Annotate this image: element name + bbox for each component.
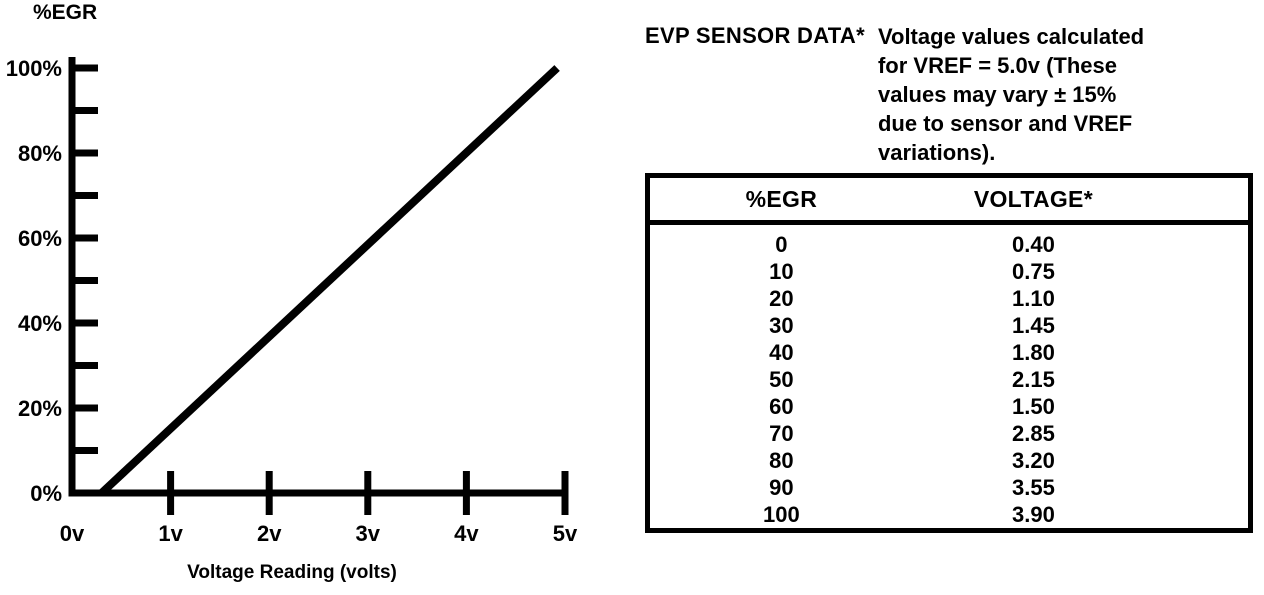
- table-row: 40 1.80: [648, 339, 1251, 366]
- note-line: due to sensor and VREF: [877, 111, 1133, 136]
- cell-spacer: [1154, 366, 1251, 393]
- table-row: 90 3.55: [648, 474, 1251, 501]
- table-header-spacer: [1154, 175, 1251, 225]
- cell-voltage: 0.75: [1011, 259, 1055, 284]
- egr-voltage-chart: 0% 20% 40% 60% 80% 100% 0v 1v 2v 3v 4v 5v %EGR Voltag…: [6, 1, 578, 583]
- cell-egr: 50: [769, 367, 794, 392]
- table-row: 100 3.90: [648, 501, 1251, 531]
- cell-egr: 0: [775, 232, 788, 257]
- evp-sensor-data-label: EVP SENSOR DATA*: [645, 23, 865, 48]
- cell-egr: 70: [769, 421, 794, 446]
- cell-egr: 40: [769, 340, 794, 365]
- cell-spacer: [1154, 339, 1251, 366]
- table-header-voltage: VOLTAGE*: [912, 175, 1154, 225]
- x-tick-label: 4v: [454, 521, 479, 546]
- table-header-egr: %EGR: [647, 175, 913, 225]
- cell-voltage: 0.40: [1011, 232, 1055, 257]
- cell-voltage: 2.85: [1011, 421, 1055, 446]
- cell-egr: 80: [769, 448, 794, 473]
- cell-voltage: 2.15: [1011, 367, 1055, 392]
- cell-voltage: 1.80: [1011, 340, 1055, 365]
- table-row: 0 0.40: [648, 223, 1251, 259]
- table-header-row: %EGR VOLTAGE*: [647, 175, 1251, 225]
- x-tick-label: 5v: [553, 521, 578, 546]
- table-row: 70 2.85: [648, 420, 1251, 447]
- egr-line-series: [98, 65, 560, 496]
- cell-spacer: [1154, 447, 1251, 474]
- cell-spacer: [1154, 258, 1251, 285]
- note-line: values may vary ± 15%: [877, 82, 1117, 107]
- cell-egr: 30: [769, 313, 794, 338]
- note-line: Voltage values calculated: [877, 24, 1145, 49]
- cell-egr: 90: [769, 475, 794, 500]
- cell-voltage: 3.90: [1011, 502, 1055, 527]
- cell-spacer: [1154, 393, 1251, 420]
- cell-spacer: [1154, 420, 1251, 447]
- y-tick-label: 0%: [30, 481, 62, 506]
- note-line: for VREF = 5.0v (These: [877, 53, 1117, 78]
- x-tick-label: 0v: [60, 521, 85, 546]
- evp-sensor-data-table: %EGR VOLTAGE* 0 0.40 10 0.75 20 1.10 30 1.45 40 1…: [645, 173, 1253, 533]
- egr-voltage-chart-panel: 0% 20% 40% 60% 80% 100% 0v 1v 2v 3v 4v 5v %EGR Voltag…: [0, 0, 632, 590]
- cell-egr: 10: [769, 259, 794, 284]
- x-tick-label: 2v: [257, 521, 282, 546]
- y-axis-title: %EGR: [33, 1, 97, 24]
- table-row: 80 3.20: [648, 447, 1251, 474]
- evp-sensor-data-note: EVP SENSOR DATA* Voltage values calculat…: [645, 22, 1259, 167]
- y-tick-label: 20%: [18, 396, 62, 421]
- table-row: 50 2.15: [648, 366, 1251, 393]
- note-line: variations).: [877, 140, 996, 165]
- table-row: 10 0.75: [648, 258, 1251, 285]
- cell-voltage: 1.50: [1011, 394, 1055, 419]
- cell-spacer: [1154, 501, 1251, 531]
- cell-voltage: 3.20: [1011, 448, 1055, 473]
- y-tick-label: 60%: [18, 226, 62, 251]
- x-axis-title: Voltage Reading (volts): [187, 562, 397, 583]
- cell-voltage: 1.45: [1011, 313, 1055, 338]
- x-tick-label: 1v: [158, 521, 183, 546]
- y-tick-label: 100%: [6, 56, 62, 81]
- y-tick-label: 80%: [18, 141, 62, 166]
- sensor-table-body: 0 0.40 10 0.75 20 1.10 30 1.45 40 1.80 50 2.15 60 1.5…: [648, 223, 1251, 531]
- cell-egr: 100: [763, 502, 800, 527]
- cell-voltage: 1.10: [1011, 286, 1055, 311]
- cell-egr: 60: [769, 394, 794, 419]
- table-row: 30 1.45: [648, 312, 1251, 339]
- cell-spacer: [1154, 285, 1251, 312]
- cell-voltage: 3.55: [1011, 475, 1055, 500]
- cell-egr: 20: [769, 286, 794, 311]
- x-tick-label: 3v: [356, 521, 381, 546]
- y-tick-label: 40%: [18, 311, 62, 336]
- table-row: 20 1.10: [648, 285, 1251, 312]
- cell-spacer: [1154, 474, 1251, 501]
- cell-spacer: [1154, 223, 1251, 259]
- evp-sensor-data-text: Voltage values calculated for VREF = 5.0…: [878, 22, 1144, 167]
- cell-spacer: [1154, 312, 1251, 339]
- table-row: 60 1.50: [648, 393, 1251, 420]
